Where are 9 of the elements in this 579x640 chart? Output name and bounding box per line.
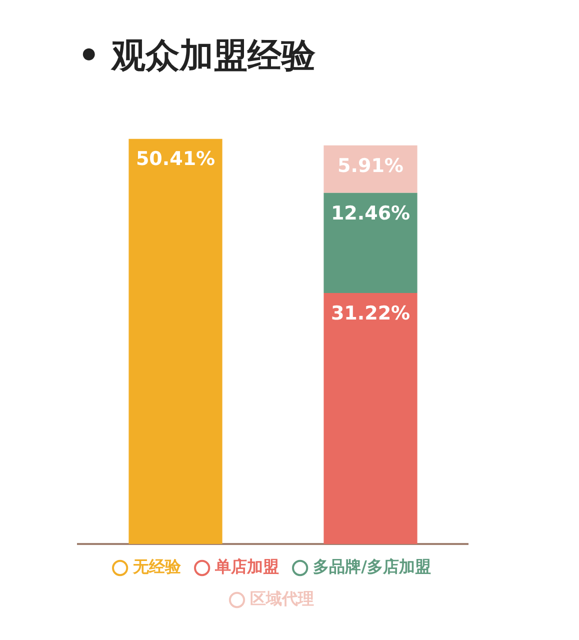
data-label: 5.91%	[338, 154, 404, 177]
data-label: 50.41%	[136, 148, 216, 170]
data-label: 12.46%	[330, 202, 410, 224]
legend-label: 无经验	[132, 557, 182, 576]
legend-label: 多品牌/多店加盟	[313, 557, 431, 576]
chart-title: • 观众加盟经验	[78, 36, 317, 76]
data-label: 31.22%	[330, 302, 410, 324]
legend-label: 单店加盟	[214, 557, 280, 576]
legend-label: 区域代理	[250, 589, 314, 608]
